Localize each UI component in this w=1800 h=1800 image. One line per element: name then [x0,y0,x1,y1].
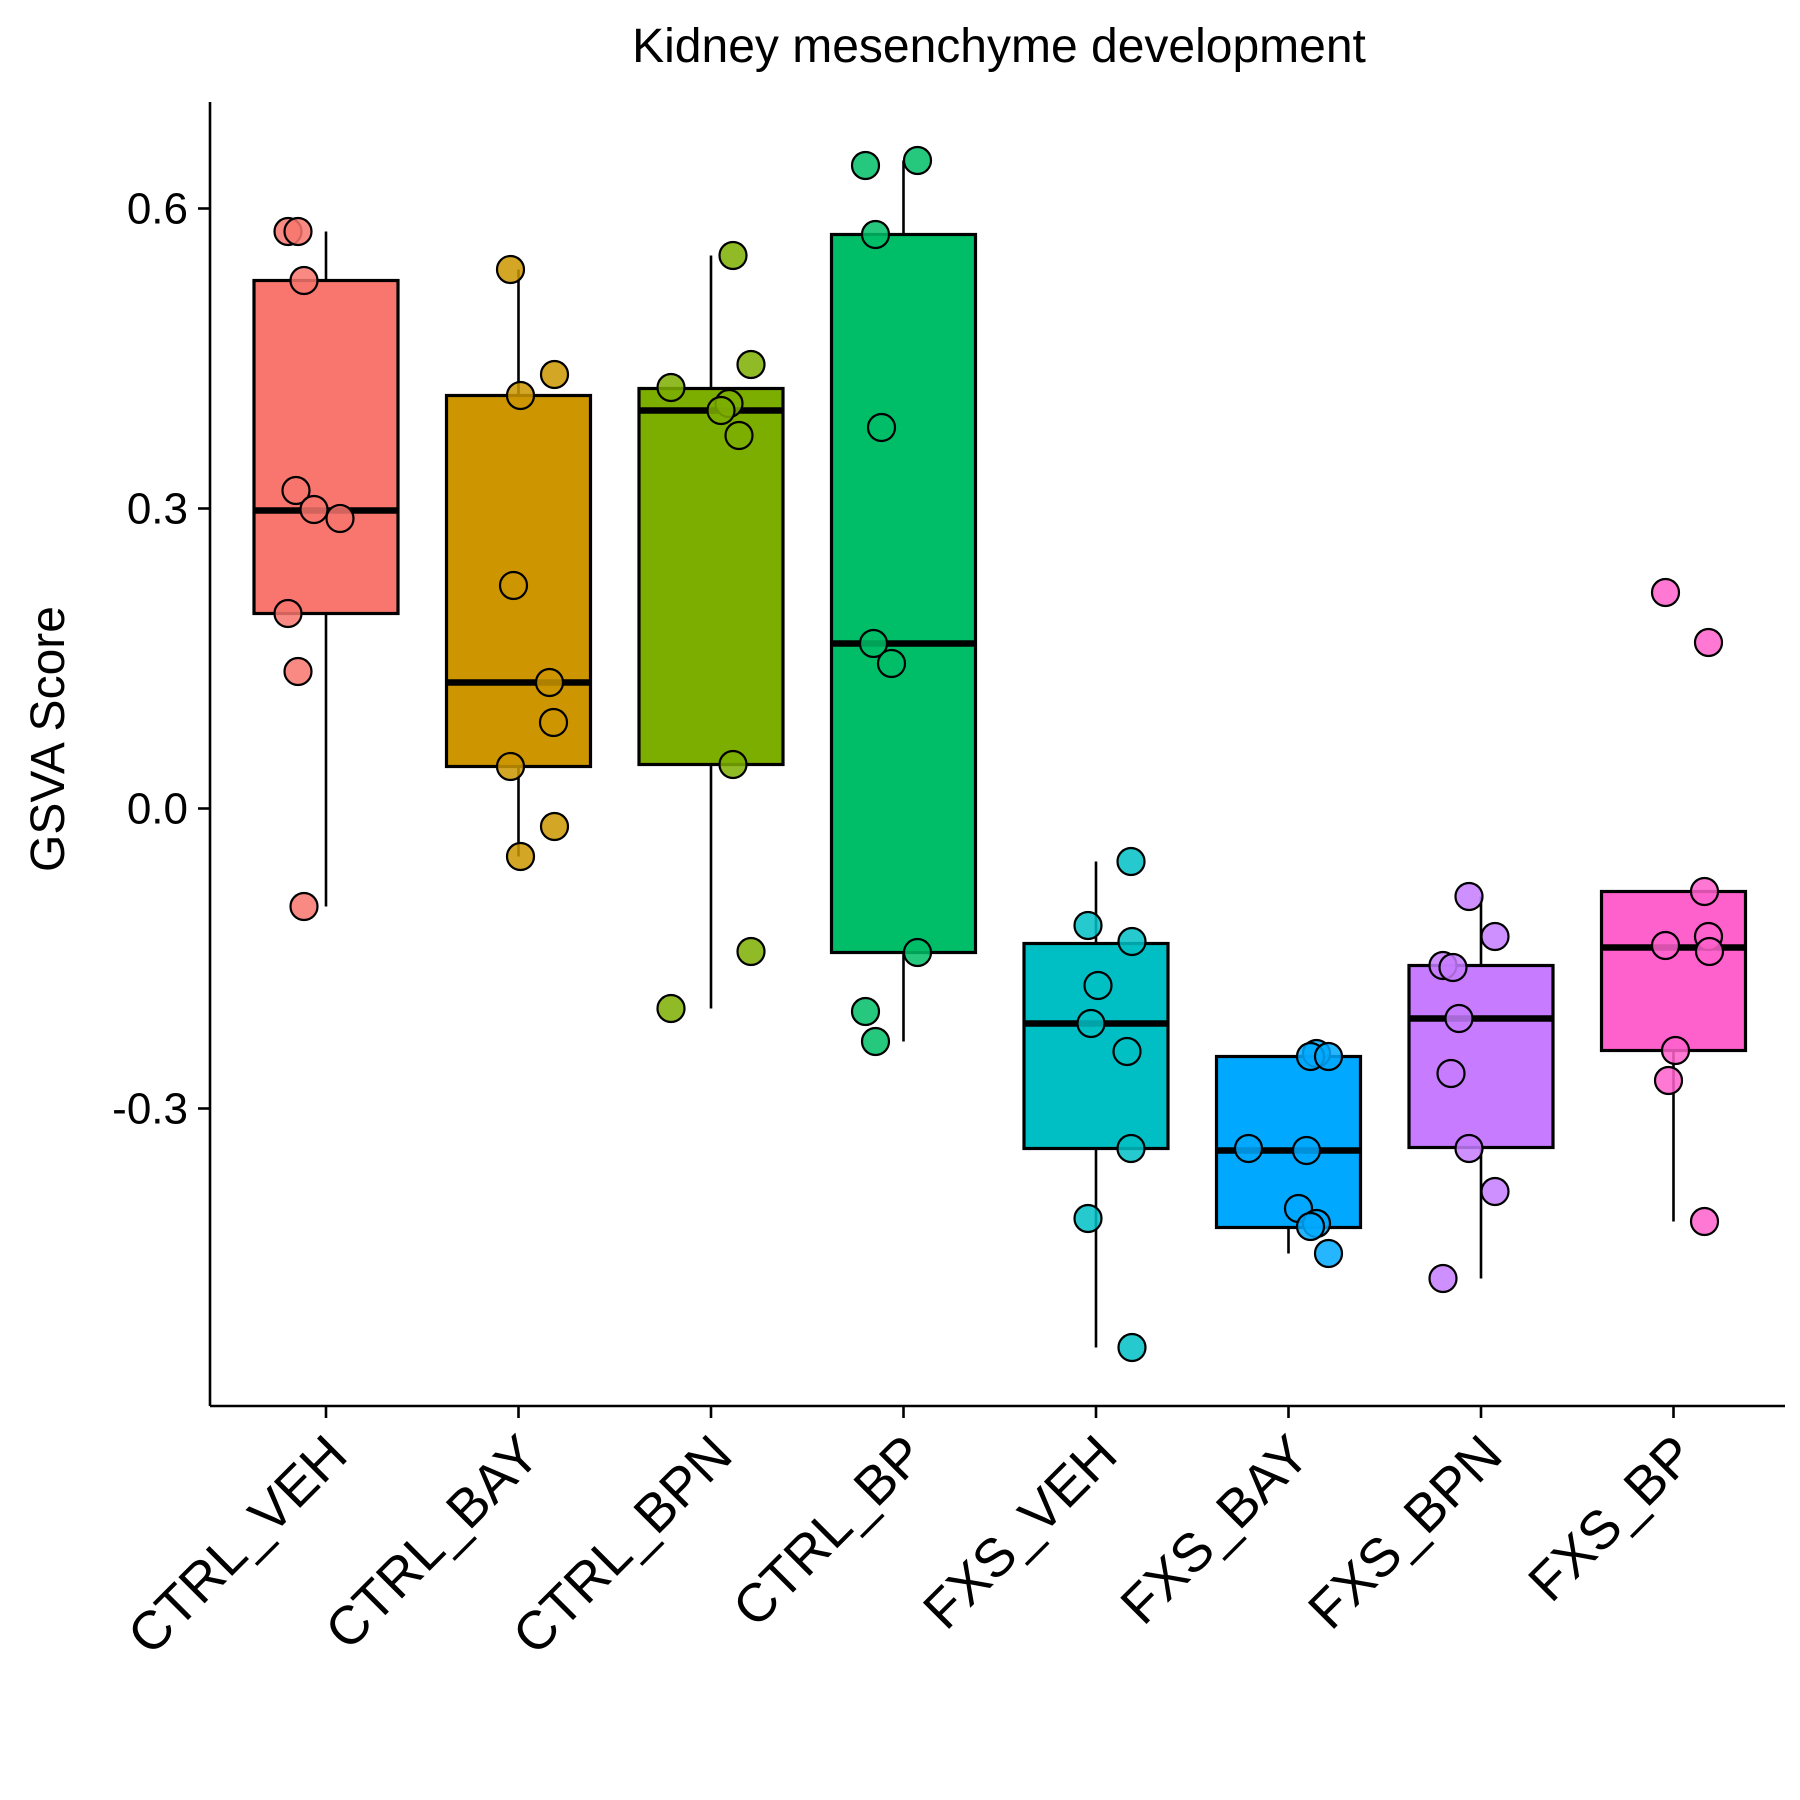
data-point [495,254,526,285]
data-point [1694,936,1725,967]
data-point [273,598,303,629]
data-point [495,751,526,782]
data-point [1313,1041,1344,1072]
data-point [902,145,933,176]
y-axis-label: GSVA Score [22,606,75,872]
y-tick-label: 0.0 [127,785,188,834]
data-point [1116,846,1146,877]
data-point [1650,577,1681,608]
data-point [724,420,754,451]
data-point [1480,921,1510,952]
data-point [1116,1133,1146,1164]
y-tick-label: 0.6 [127,185,188,234]
data-point [656,372,686,403]
box [1599,889,1748,1053]
plot-area [252,145,1748,1363]
data-point [1454,1133,1484,1164]
data-point [1112,1036,1142,1067]
data-point [1233,1133,1264,1164]
box-group-ctrl-bp [829,145,978,1057]
data-point [1693,627,1724,658]
box-group-fxs-veh [1022,846,1170,1363]
box-group-ctrl-bay [444,254,593,872]
data-point [1073,910,1103,941]
data-point [539,359,570,390]
data-point [505,380,536,411]
data-point [718,240,748,271]
data-point [860,1026,891,1057]
data-point [860,219,891,250]
y-tick-label: 0.3 [127,485,188,534]
data-point [866,412,897,443]
data-point [1444,1003,1474,1034]
data-point [1438,952,1468,983]
data-point [1313,1238,1344,1269]
data-point [1653,1065,1684,1096]
data-point [1291,1135,1322,1166]
x-tick-label: CTRL_BP [722,1424,936,1638]
data-point [539,811,570,842]
data-point [850,150,881,181]
box-group-ctrl-veh [252,216,400,922]
data-point [1454,881,1484,912]
data-point [1650,930,1681,961]
data-point [299,494,329,525]
data-point [656,993,686,1024]
data-point [876,648,907,679]
box [829,232,978,955]
x-tick-label: FXS_BAY [1109,1424,1321,1636]
data-point [498,570,529,601]
data-point [850,996,881,1027]
box [1407,963,1555,1150]
x-tick-label: FXS_BP [1517,1424,1706,1613]
data-point [736,936,766,967]
data-point [1083,970,1113,1001]
data-point [1117,926,1147,957]
data-point [1436,1058,1466,1089]
data-point [1689,876,1720,907]
data-point [1295,1211,1326,1242]
data-point [706,395,736,426]
box-group-fxs-bpn [1407,881,1555,1294]
data-point [325,503,355,534]
data-point [736,349,766,380]
data-point [1073,1203,1103,1234]
data-point [283,656,313,687]
box [252,278,400,616]
data-point [902,937,933,968]
chart-title: Kidney mesenchyme development [632,20,1366,73]
data-point [858,628,889,659]
x-tick-label: FXS_VEH [912,1424,1128,1640]
box-group-fxs-bp [1599,577,1748,1237]
data-point [1428,1263,1458,1294]
box-group-ctrl-bpn [637,240,785,1024]
data-point [1076,1008,1106,1039]
data-point [718,749,748,780]
box [637,386,785,767]
y-tick-label: -0.3 [112,1085,188,1134]
data-point [1117,1332,1147,1363]
box-group-fxs-bay [1214,1038,1363,1269]
x-tick-label: FXS_BPN [1297,1424,1513,1640]
data-point [289,265,319,296]
data-point [534,667,565,698]
x-tick-label: CTRL_VEH [117,1424,359,1666]
data-point [1480,1176,1510,1207]
data-point [289,891,319,922]
data-point [505,841,536,872]
data-point [283,216,313,247]
data-point [538,707,569,738]
data-point [281,475,311,506]
data-point [1660,1035,1691,1066]
data-point [1689,1206,1720,1237]
